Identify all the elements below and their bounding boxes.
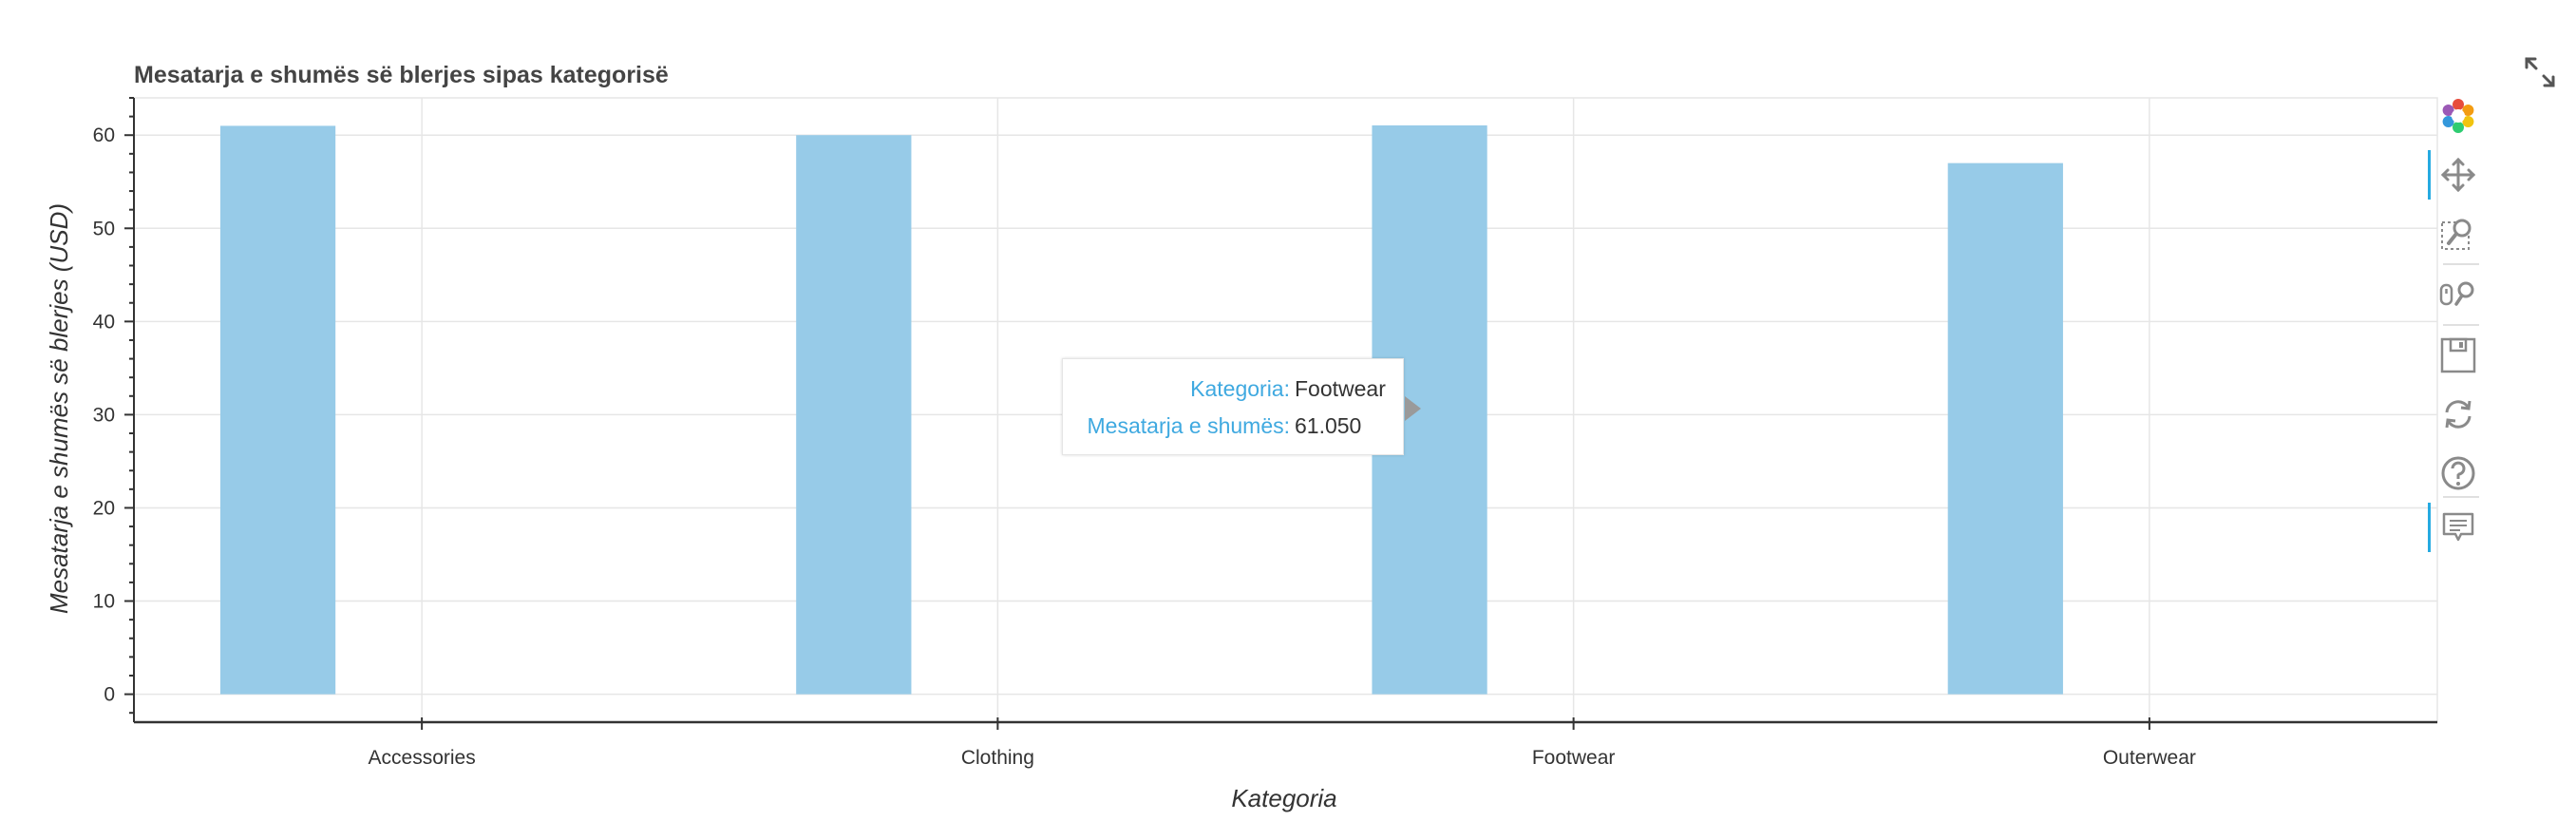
- y-tick-label: 50: [93, 218, 115, 239]
- tooltip-arrow-icon: [1405, 396, 1421, 421]
- y-tick-label: 30: [93, 404, 115, 426]
- tooltip-key-category: Kategoria:: [1190, 376, 1290, 401]
- y-tick-label: 10: [93, 591, 115, 613]
- reset-tool[interactable]: [2428, 388, 2489, 441]
- tooltip-value-average: 61.050: [1295, 413, 1362, 438]
- save-tool-icon: [2440, 337, 2476, 373]
- x-tick-label: Outerwear: [2103, 747, 2196, 769]
- hover-tool[interactable]: [2428, 501, 2489, 554]
- expand-icon[interactable]: [2523, 55, 2557, 89]
- tooltip-row-average: Mesatarja e shumës: 61.050: [1063, 413, 1390, 439]
- x-tick-label: Footwear: [1532, 747, 1616, 769]
- help-tool[interactable]: [2428, 447, 2489, 500]
- box-zoom-tool[interactable]: [2428, 207, 2489, 260]
- bar-accessories[interactable]: [219, 125, 336, 695]
- x-axis-label: Kategoria: [1231, 784, 1336, 812]
- reset-tool-icon: [2445, 400, 2472, 429]
- tooltip-key-average: Mesatarja e shumës:: [1087, 413, 1290, 438]
- tooltip-value-category: Footwear: [1295, 376, 1386, 401]
- pan-tool[interactable]: [2428, 148, 2489, 201]
- bokeh-logo-icon: [2442, 99, 2474, 133]
- x-tick-label: Clothing: [961, 747, 1034, 769]
- bar-clothing[interactable]: [796, 135, 912, 695]
- wheel-zoom-tool-icon: [2439, 281, 2474, 306]
- box-zoom-tool-icon: [2441, 219, 2472, 250]
- y-tick-label: 20: [93, 497, 115, 519]
- bar-outerwear[interactable]: [1947, 162, 2063, 695]
- chart-title: Mesatarja e shumës së blerjes sipas kate…: [134, 62, 669, 88]
- wheel-zoom-tool[interactable]: [2428, 268, 2489, 321]
- hover-tool-icon: [2442, 512, 2474, 542]
- save-tool[interactable]: [2428, 329, 2489, 382]
- y-tick-label: 0: [104, 684, 115, 706]
- y-tick-label: 60: [93, 124, 115, 146]
- y-tick-label: 40: [93, 311, 115, 333]
- pan-tool-icon: [2440, 157, 2476, 193]
- help-tool-icon: [2441, 456, 2475, 490]
- y-axis-label: Mesatarja e shumës së blerjes (USD): [45, 203, 73, 614]
- hover-tooltip: Kategoria: Footwear Mesatarja e shumës: …: [1062, 358, 1404, 455]
- tooltip-row-category: Kategoria: Footwear: [1063, 376, 1390, 402]
- x-tick-label: Accessories: [369, 747, 476, 769]
- bokeh-logo[interactable]: [2428, 89, 2489, 143]
